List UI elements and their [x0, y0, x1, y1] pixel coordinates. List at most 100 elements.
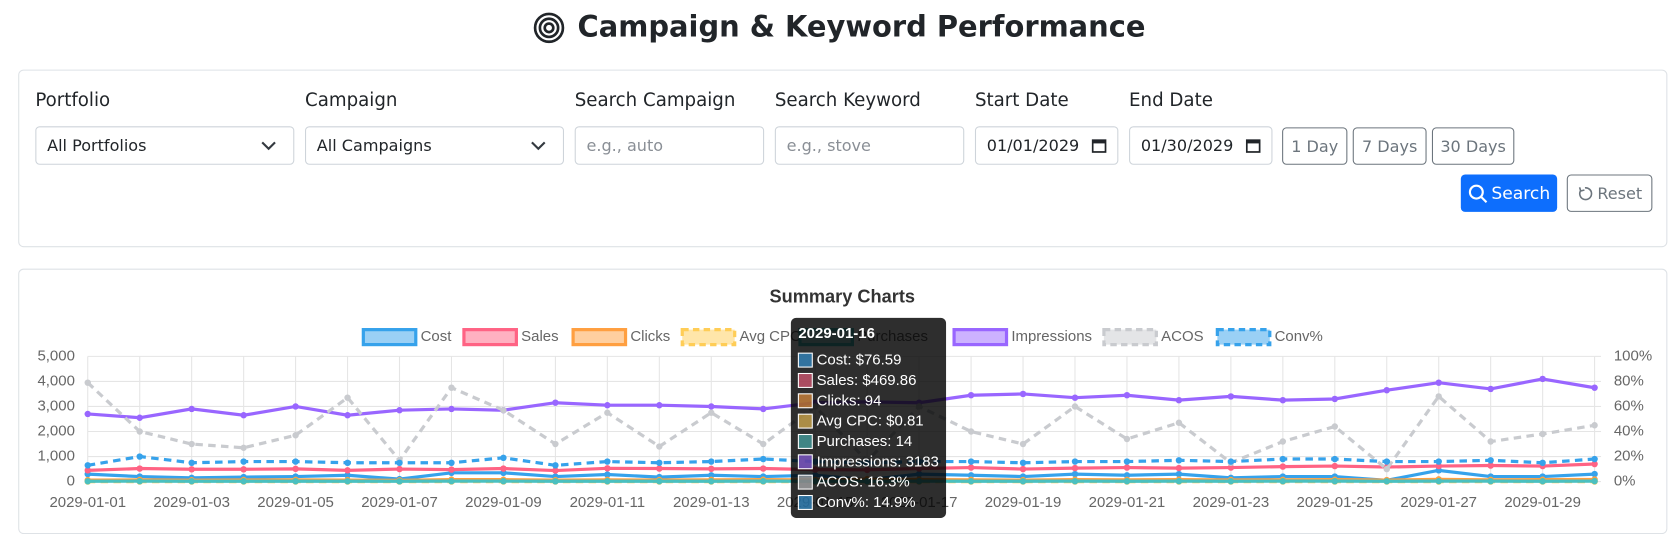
tooltip-swatch — [797, 393, 813, 409]
range-button[interactable]: 30 Days — [1431, 127, 1515, 165]
tooltip-swatch — [797, 494, 813, 510]
x-tick-label: 2029-01-21 — [1089, 494, 1166, 511]
point — [1279, 463, 1287, 470]
point — [1175, 464, 1183, 472]
point — [967, 478, 975, 485]
value: All Portfolios — [47, 135, 147, 156]
legend-swatch — [1215, 328, 1272, 347]
point — [552, 399, 559, 406]
legend-swatch — [680, 328, 737, 347]
point — [240, 466, 247, 473]
point — [84, 467, 91, 474]
point — [448, 466, 455, 473]
point — [552, 467, 559, 474]
point — [1175, 457, 1183, 464]
point — [1175, 470, 1183, 478]
point — [1071, 470, 1079, 478]
point — [1539, 375, 1546, 383]
point — [1227, 393, 1235, 400]
filter-label: Start Date — [974, 89, 1069, 112]
point — [188, 459, 195, 467]
point — [656, 401, 663, 409]
point — [1383, 465, 1390, 473]
point — [1175, 419, 1183, 426]
point — [1383, 458, 1390, 465]
point — [1487, 457, 1494, 464]
point — [1279, 438, 1287, 445]
text-input[interactable]: e.g., stove — [774, 126, 965, 165]
select[interactable]: All Campaigns — [305, 126, 564, 165]
filter-label: Campaign — [305, 89, 398, 112]
search-button[interactable]: Search — [1460, 174, 1558, 212]
point — [708, 465, 715, 473]
placeholder: e.g., stove — [786, 135, 871, 156]
point — [604, 471, 611, 478]
point — [656, 443, 663, 450]
point — [1591, 470, 1598, 478]
point — [1435, 393, 1442, 400]
point — [240, 444, 247, 451]
tooltip-swatch — [797, 474, 813, 490]
page-title: Campaign & Keyword Performance — [577, 10, 1146, 44]
range-button[interactable]: 7 Days — [1352, 127, 1427, 165]
x-tick-label: 2029-01-05 — [257, 494, 334, 511]
search-icon — [1468, 184, 1487, 203]
point — [604, 478, 611, 485]
point — [967, 464, 975, 471]
point — [136, 465, 143, 472]
point — [344, 394, 351, 401]
date-input[interactable]: 01/30/2029 — [1129, 126, 1273, 165]
reset-button[interactable]: Reset — [1566, 174, 1653, 212]
filter-label: Search Campaign — [574, 89, 736, 112]
point — [136, 414, 143, 421]
point — [1539, 478, 1546, 485]
point — [344, 467, 351, 474]
point — [604, 465, 611, 472]
point — [344, 472, 351, 479]
point — [344, 412, 351, 419]
y-tick-label: 1,000 — [37, 448, 74, 465]
point — [708, 478, 715, 485]
point — [1591, 460, 1598, 468]
point — [396, 459, 403, 467]
point — [1331, 395, 1339, 403]
date-input[interactable]: 01/01/2029 — [974, 126, 1119, 165]
point — [84, 462, 91, 469]
chevron — [531, 141, 546, 151]
point — [760, 440, 767, 448]
legend-label: Avg CPC — [740, 328, 801, 345]
legend-swatch — [952, 328, 1009, 347]
tooltip-item: Cost: $76.59 — [817, 352, 902, 369]
y-tick-label: 2,000 — [37, 422, 74, 439]
point — [448, 478, 455, 485]
y2-tick-label: 40% — [1614, 422, 1644, 439]
x-tick-label: 2029-01-25 — [1297, 494, 1374, 511]
point — [760, 478, 767, 485]
point — [1123, 478, 1131, 485]
y2-tick-label: 0% — [1614, 473, 1636, 490]
chart-title: Summary Charts — [769, 286, 915, 306]
point — [1123, 458, 1131, 465]
y2-tick-label: 100% — [1614, 347, 1652, 364]
range-button[interactable]: 1 Day — [1282, 127, 1348, 165]
text-input[interactable]: e.g., auto — [574, 126, 765, 165]
point — [552, 478, 559, 485]
point — [396, 478, 403, 485]
point — [967, 391, 975, 399]
tooltip-swatch — [797, 352, 813, 368]
tooltip-item: Conv%: 14.9% — [817, 494, 916, 511]
point — [1279, 396, 1287, 404]
point — [136, 453, 143, 460]
point — [292, 432, 299, 439]
tooltip-swatch — [797, 413, 813, 429]
point — [1123, 435, 1131, 443]
filter-label: End Date — [1129, 89, 1213, 112]
select[interactable]: All Portfolios — [35, 126, 295, 165]
point — [1487, 385, 1494, 393]
legend-swatch — [1102, 328, 1158, 347]
point — [344, 459, 351, 467]
tooltip-swatch — [797, 454, 813, 470]
tooltip-box — [790, 317, 947, 518]
y-tick-label: 4,000 — [37, 372, 74, 389]
